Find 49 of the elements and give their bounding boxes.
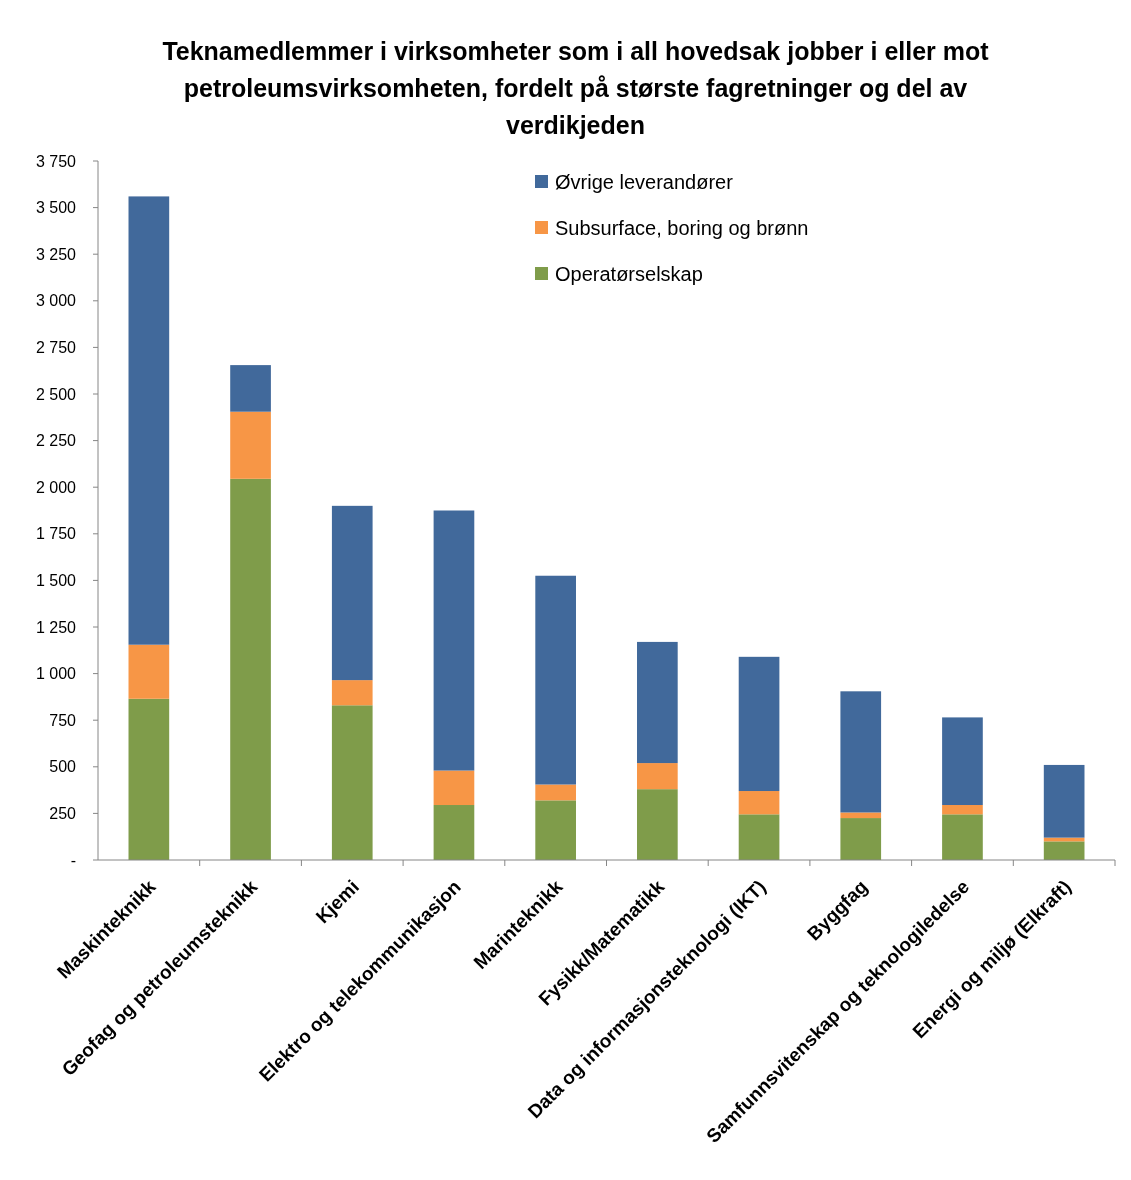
- bar: [128, 698, 170, 860]
- bar: [840, 691, 882, 813]
- bar: [535, 800, 576, 860]
- bar: [1043, 841, 1085, 860]
- y-tick-label: 2 000: [35, 478, 77, 496]
- bar: [637, 763, 678, 790]
- y-tick-label: 3 250: [35, 245, 77, 263]
- bar: [738, 814, 780, 860]
- bar: [535, 784, 576, 801]
- bar: [637, 789, 678, 860]
- bar: [840, 812, 882, 819]
- bar: [1043, 764, 1085, 838]
- y-tick-label: 3 500: [35, 199, 77, 217]
- bar: [230, 365, 271, 412]
- y-tick-label: 1 750: [35, 525, 77, 543]
- bar: [840, 818, 882, 860]
- y-tick-label: 1 250: [35, 618, 77, 636]
- y-tick-label: 3 750: [35, 152, 77, 170]
- y-tick-label: 1 500: [35, 572, 77, 589]
- bar: [433, 805, 475, 860]
- bar: [942, 814, 983, 860]
- y-tick-label: 500: [49, 758, 77, 776]
- bar: [128, 196, 170, 645]
- y-tick-label: -: [70, 851, 76, 869]
- legend-label: Operatørselskap: [555, 263, 703, 285]
- chart-title: Teknamedlemmer i virksomheter som i all hovedsak jobber i eller mot petroleumsvirksomheten, fordelt på største fagretninger og del av verdikjeden: [162, 37, 990, 139]
- y-tick-label: 2 750: [35, 339, 77, 356]
- legend-label: Øvrige leverandører: [555, 171, 734, 193]
- y-tick-label: 2 250: [35, 432, 77, 450]
- bar: [331, 705, 373, 860]
- bar: [331, 680, 373, 706]
- bar: [331, 505, 373, 681]
- bar: [230, 411, 271, 479]
- bar: [942, 805, 983, 815]
- bar: [433, 770, 475, 806]
- bar: [535, 575, 576, 785]
- bar: [738, 791, 780, 815]
- bar: [433, 510, 475, 771]
- bar: [942, 717, 983, 806]
- bar: [230, 478, 271, 860]
- y-tick-label: 1 000: [35, 665, 77, 683]
- bar: [637, 641, 678, 764]
- y-tick-label: 2 500: [35, 385, 77, 403]
- y-tick-label: 3 000: [35, 292, 77, 310]
- bar: [738, 656, 780, 792]
- y-tick-label: 250: [49, 805, 77, 822]
- y-tick-label: 750: [49, 711, 77, 729]
- legend-label: Subsurface, boring og brønn: [555, 217, 809, 239]
- bar: [128, 644, 170, 699]
